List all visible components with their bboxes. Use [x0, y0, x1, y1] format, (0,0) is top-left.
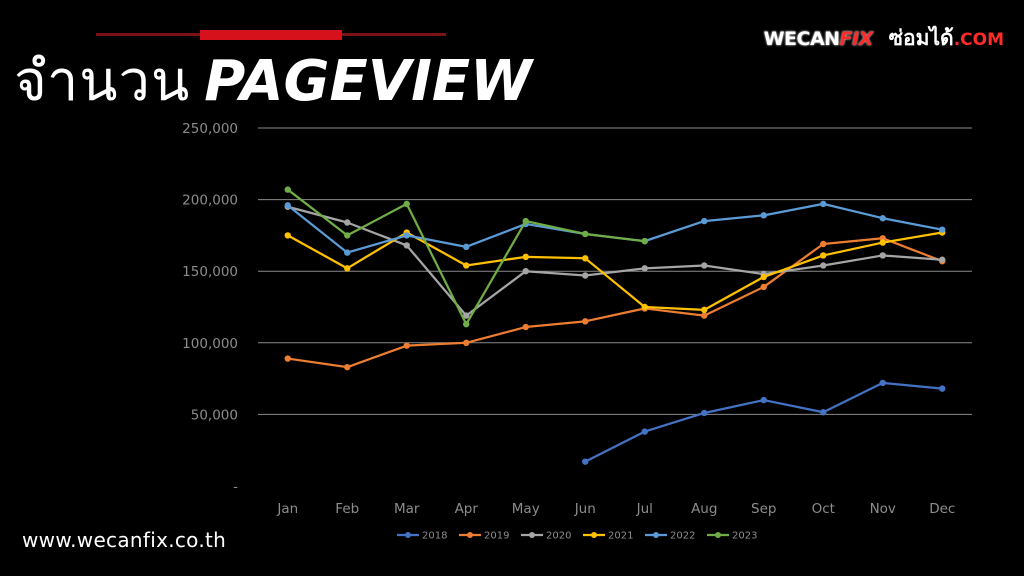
legend-label-2022: 2022	[670, 531, 695, 542]
data-point-2018	[879, 379, 886, 387]
data-point-2018	[820, 409, 827, 416]
data-point-2019	[344, 363, 351, 371]
data-point-2022	[939, 226, 946, 233]
data-point-2021	[820, 252, 827, 259]
x-tick-label: Jan	[276, 501, 298, 517]
legend-label-2018: 2018	[422, 531, 447, 542]
legend-marker-2022	[653, 532, 659, 538]
data-point-2020	[463, 312, 470, 319]
data-point-2021	[641, 303, 648, 311]
data-point-2023	[522, 217, 529, 225]
y-tick-label: 200,000	[182, 193, 238, 209]
title-accent-bar	[200, 30, 342, 40]
legend-marker-2020	[529, 532, 535, 538]
data-point-2018	[939, 385, 946, 392]
y-tick-label: 50,000	[191, 407, 238, 423]
x-tick-label: Nov	[870, 501, 896, 517]
data-point-2023	[582, 230, 589, 238]
legend-marker-2019	[467, 532, 473, 538]
sommaidai-logo-accent: .COM	[953, 30, 1004, 50]
page-title-thai: จำนวน	[14, 49, 191, 114]
legend-marker-2021	[591, 532, 597, 538]
data-point-2022	[403, 232, 410, 239]
legend-label-2020: 2020	[546, 531, 571, 542]
x-tick-label: May	[512, 501, 540, 517]
data-point-2021	[701, 306, 708, 314]
data-point-2021	[522, 253, 529, 261]
data-point-2018	[582, 458, 589, 465]
data-point-2020	[879, 252, 886, 259]
y-tick-label: 250,000	[182, 121, 238, 137]
data-point-2019	[403, 342, 410, 349]
data-point-2021	[344, 265, 351, 272]
data-point-2021	[582, 255, 589, 262]
legend-marker-2023	[715, 532, 721, 538]
x-tick-label: Feb	[335, 501, 359, 517]
legend-label-2021: 2021	[608, 531, 633, 542]
x-tick-label: Apr	[455, 501, 479, 517]
series-line-2020	[287, 205, 943, 317]
data-point-2019	[701, 312, 708, 319]
data-point-2022	[820, 200, 827, 208]
data-point-2019	[760, 283, 767, 291]
x-tick-label: Dec	[929, 501, 955, 517]
data-point-2018	[760, 396, 767, 404]
data-point-2023	[344, 232, 351, 239]
data-point-2021	[463, 262, 470, 269]
legend-marker-2018	[405, 532, 411, 538]
series-line-2019	[287, 237, 943, 369]
data-point-2020	[582, 272, 589, 279]
data-point-2020	[701, 262, 708, 269]
x-tick-label: Mar	[394, 501, 420, 517]
legend-label-2019: 2019	[484, 531, 509, 542]
data-point-2023	[403, 200, 410, 208]
data-point-2019	[284, 355, 291, 362]
data-point-2020	[641, 265, 648, 272]
wecanfix-logo: WECANFIX	[763, 27, 874, 50]
data-point-2019	[463, 339, 470, 346]
data-point-2023	[641, 237, 648, 245]
logo-group: WECANFIX ซ่อมได้.COM	[764, 22, 1004, 55]
y-tick-label: 100,000	[182, 336, 238, 352]
page-title: จำนวน PAGEVIEW	[14, 42, 532, 122]
data-point-2019	[522, 323, 529, 331]
y-tick-label: 150,000	[182, 264, 238, 280]
series-line-2023	[287, 188, 645, 326]
data-point-2018	[701, 409, 708, 417]
data-point-2023	[463, 320, 470, 328]
x-tick-label: Jul	[636, 501, 653, 517]
series-line-2018	[584, 381, 943, 463]
x-tick-label: Aug	[691, 501, 717, 517]
sommaidai-logo: ซ่อมได้.COM	[889, 22, 1004, 55]
data-point-2023	[284, 186, 291, 193]
data-point-2020	[403, 242, 410, 249]
data-point-2022	[284, 202, 291, 209]
data-point-2021	[760, 273, 767, 281]
data-point-2022	[344, 249, 351, 256]
data-point-2019	[582, 318, 589, 325]
sommaidai-logo-main: ซ่อมได้	[888, 26, 954, 50]
x-tick-label: Jun	[574, 501, 596, 517]
data-point-2022	[463, 243, 470, 251]
x-tick-label: Sep	[751, 501, 776, 517]
data-point-2021	[284, 232, 291, 239]
data-point-2022	[701, 217, 708, 225]
x-tick-label: Oct	[812, 501, 835, 517]
data-point-2022	[879, 215, 886, 222]
data-point-2019	[820, 240, 827, 248]
data-point-2018	[641, 428, 648, 435]
data-point-2020	[820, 262, 827, 269]
data-point-2020	[522, 268, 529, 275]
data-point-2021	[879, 239, 886, 246]
wecanfix-logo-accent: FIX	[839, 27, 874, 50]
y-tick-label: -	[233, 479, 238, 495]
website-url: www.wecanfix.co.th	[22, 528, 227, 552]
legend-label-2023: 2023	[732, 531, 757, 542]
data-point-2022	[760, 212, 767, 219]
wecanfix-logo-main: WECAN	[763, 27, 841, 50]
data-point-2020	[344, 219, 351, 226]
page-title-en: PAGEVIEW	[204, 49, 532, 114]
data-point-2020	[939, 256, 946, 263]
